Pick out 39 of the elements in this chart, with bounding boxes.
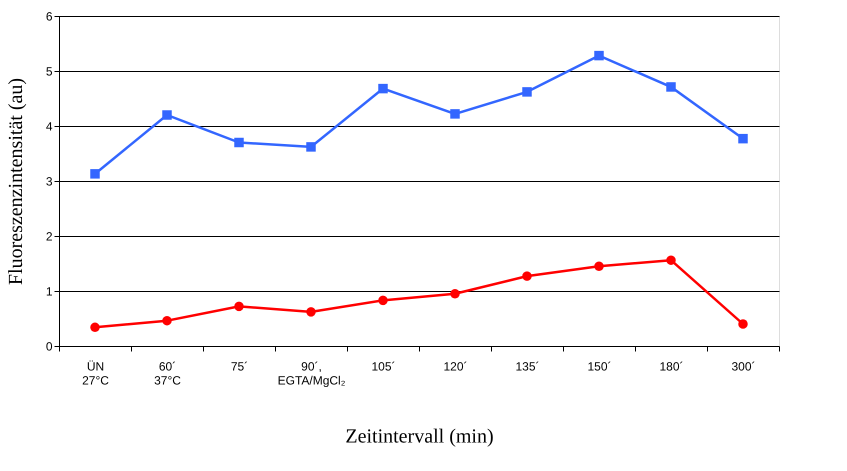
point [306,307,316,317]
x-tick-label: 300´ [731,360,756,374]
point [450,109,460,119]
point [378,84,388,94]
x-tick-label: 75´ [230,360,248,374]
point [450,289,460,298]
y-axis-title: Fluoreszenzintensität (au) [4,78,27,286]
point [234,302,244,312]
x-tick-label: 135´ [515,360,540,374]
point [522,271,532,281]
x-tick-label: 105´ [371,360,396,374]
y-tick-label: 0 [46,340,53,354]
y-tick-label: 1 [46,284,53,298]
point [666,82,676,92]
x-tick-label: 120´ [443,360,468,374]
point [234,138,244,148]
point [378,296,388,306]
y-tick-label: 4 [46,120,53,134]
point [738,319,748,329]
x-tick-label: ÜN 27°C [82,360,110,388]
y-tick-label: 2 [46,230,53,244]
point [162,110,172,120]
x-tick-label: 180´ [659,360,684,374]
y-tick-label: 3 [46,174,53,188]
y-tick-label: 6 [46,10,53,24]
point [90,169,100,179]
x-tick-label: 150´ [587,360,612,374]
y-tick-label: 5 [46,64,53,78]
point [594,50,604,60]
point [306,142,316,152]
point [738,134,748,144]
x-tick-label: 90´, EGTA/MgCl₂ [278,360,346,388]
point [594,262,604,271]
point [162,316,172,326]
x-tick-label: 60´ 37°C [154,360,182,388]
point [522,87,532,97]
point [90,322,100,332]
x-axis-title: Zeitintervall (min) [345,426,494,448]
point [666,255,676,265]
